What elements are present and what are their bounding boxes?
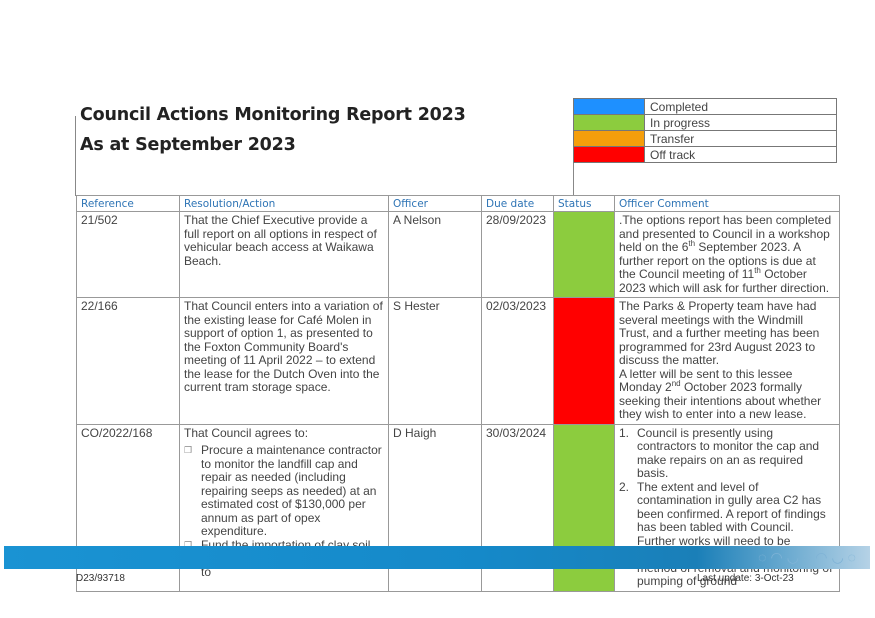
last-update: Last update: 3-Oct-23 [697, 573, 794, 584]
list-text: Council is presently using contractors t… [637, 425, 820, 480]
row-comment: The Parks & Property team have had sever… [614, 297, 840, 425]
comment-text-b: October 2023 formally seeking their inte… [619, 380, 822, 421]
row-resolution: That the Chief Executive provide a full … [179, 211, 389, 298]
legend-row-completed: Completed [573, 98, 837, 115]
comment-text-c: October 2023 which will ask for further … [619, 267, 830, 295]
row-due-date: 02/03/2023 [481, 297, 554, 425]
list-number: 2. [619, 479, 630, 494]
right-divider [573, 163, 574, 196]
header-status: Status [553, 195, 615, 212]
header-officer: Officer [388, 195, 482, 212]
comment-text-a: A letter will be sent to this lessee Mon… [619, 366, 793, 394]
row-officer: A Nelson [388, 211, 482, 298]
comment-text-a: .The options report has been completed a… [619, 213, 832, 254]
legend-row-in-progress: In progress [573, 114, 837, 131]
checkbox-bullet-icon: ❒ [184, 539, 193, 550]
report-title: Council Actions Monitoring Report 2023 A… [80, 100, 466, 160]
row-status [553, 297, 615, 425]
table-row: 21/502 That the Chief Executive provide … [76, 211, 840, 298]
legend-swatch-off-track [573, 146, 645, 163]
comment-sup-1: th [688, 239, 696, 248]
row-status [553, 211, 615, 298]
document-reference: D23/93718 [76, 573, 125, 584]
status-legend: Completed In progress Transfer Off track [573, 98, 837, 163]
row-comment: .The options report has been completed a… [614, 211, 840, 298]
comment-sup-2: th [754, 266, 761, 275]
comment-paragraph: A letter will be sent to this lessee Mon… [619, 366, 835, 422]
row-resolution: That Council enters into a variation of … [179, 297, 389, 425]
legend-swatch-completed [573, 98, 645, 115]
resolution-bullet: ❒ Procure a maintenance contractor to mo… [184, 443, 384, 539]
legend-label-in-progress: In progress [644, 114, 837, 131]
header-comment: Officer Comment [614, 195, 840, 212]
report-title-line2: As at September 2023 [80, 135, 296, 155]
legend-label-transfer: Transfer [644, 130, 837, 147]
row-officer: S Hester [388, 297, 482, 425]
legend-swatch-transfer [573, 130, 645, 147]
comment-paragraph: The Parks & Property team have had sever… [619, 299, 820, 367]
comment-sup: nd [671, 379, 681, 388]
checkbox-bullet-icon: ❒ [184, 445, 193, 455]
bullet-text: Procure a maintenance contractor to moni… [201, 443, 382, 538]
row-reference: 22/166 [76, 297, 180, 425]
actions-table: Reference Resolution/Action Officer Due … [76, 195, 840, 592]
left-divider [75, 116, 76, 196]
legend-swatch-in-progress [573, 114, 645, 131]
legend-label-completed: Completed [644, 98, 837, 115]
list-number: 1. [619, 425, 630, 440]
header-due-date: Due date [481, 195, 554, 212]
legend-label-off-track: Off track [644, 146, 837, 163]
table-header-row: Reference Resolution/Action Officer Due … [76, 195, 840, 212]
comment-list-item: 1. Council is presently using contractor… [619, 425, 835, 481]
row-due-date: 28/09/2023 [481, 211, 554, 298]
header-reference: Reference [76, 195, 180, 212]
header-resolution: Resolution/Action [179, 195, 389, 212]
legend-row-off-track: Off track [573, 146, 837, 163]
table-row: 22/166 That Council enters into a variat… [76, 297, 840, 425]
comment-text-b: September 2023. A further report on the … [619, 240, 816, 281]
row-reference: 21/502 [76, 211, 180, 298]
legend-row-transfer: Transfer [573, 130, 837, 147]
report-title-line1: Council Actions Monitoring Report 2023 [80, 105, 466, 125]
footer-banner: ◌◠◡◌◠◡◌ [4, 546, 870, 569]
decorative-pattern-icon: ◌◠◡◌◠◡◌ [758, 549, 860, 565]
resolution-intro: That Council agrees to: [184, 425, 309, 440]
